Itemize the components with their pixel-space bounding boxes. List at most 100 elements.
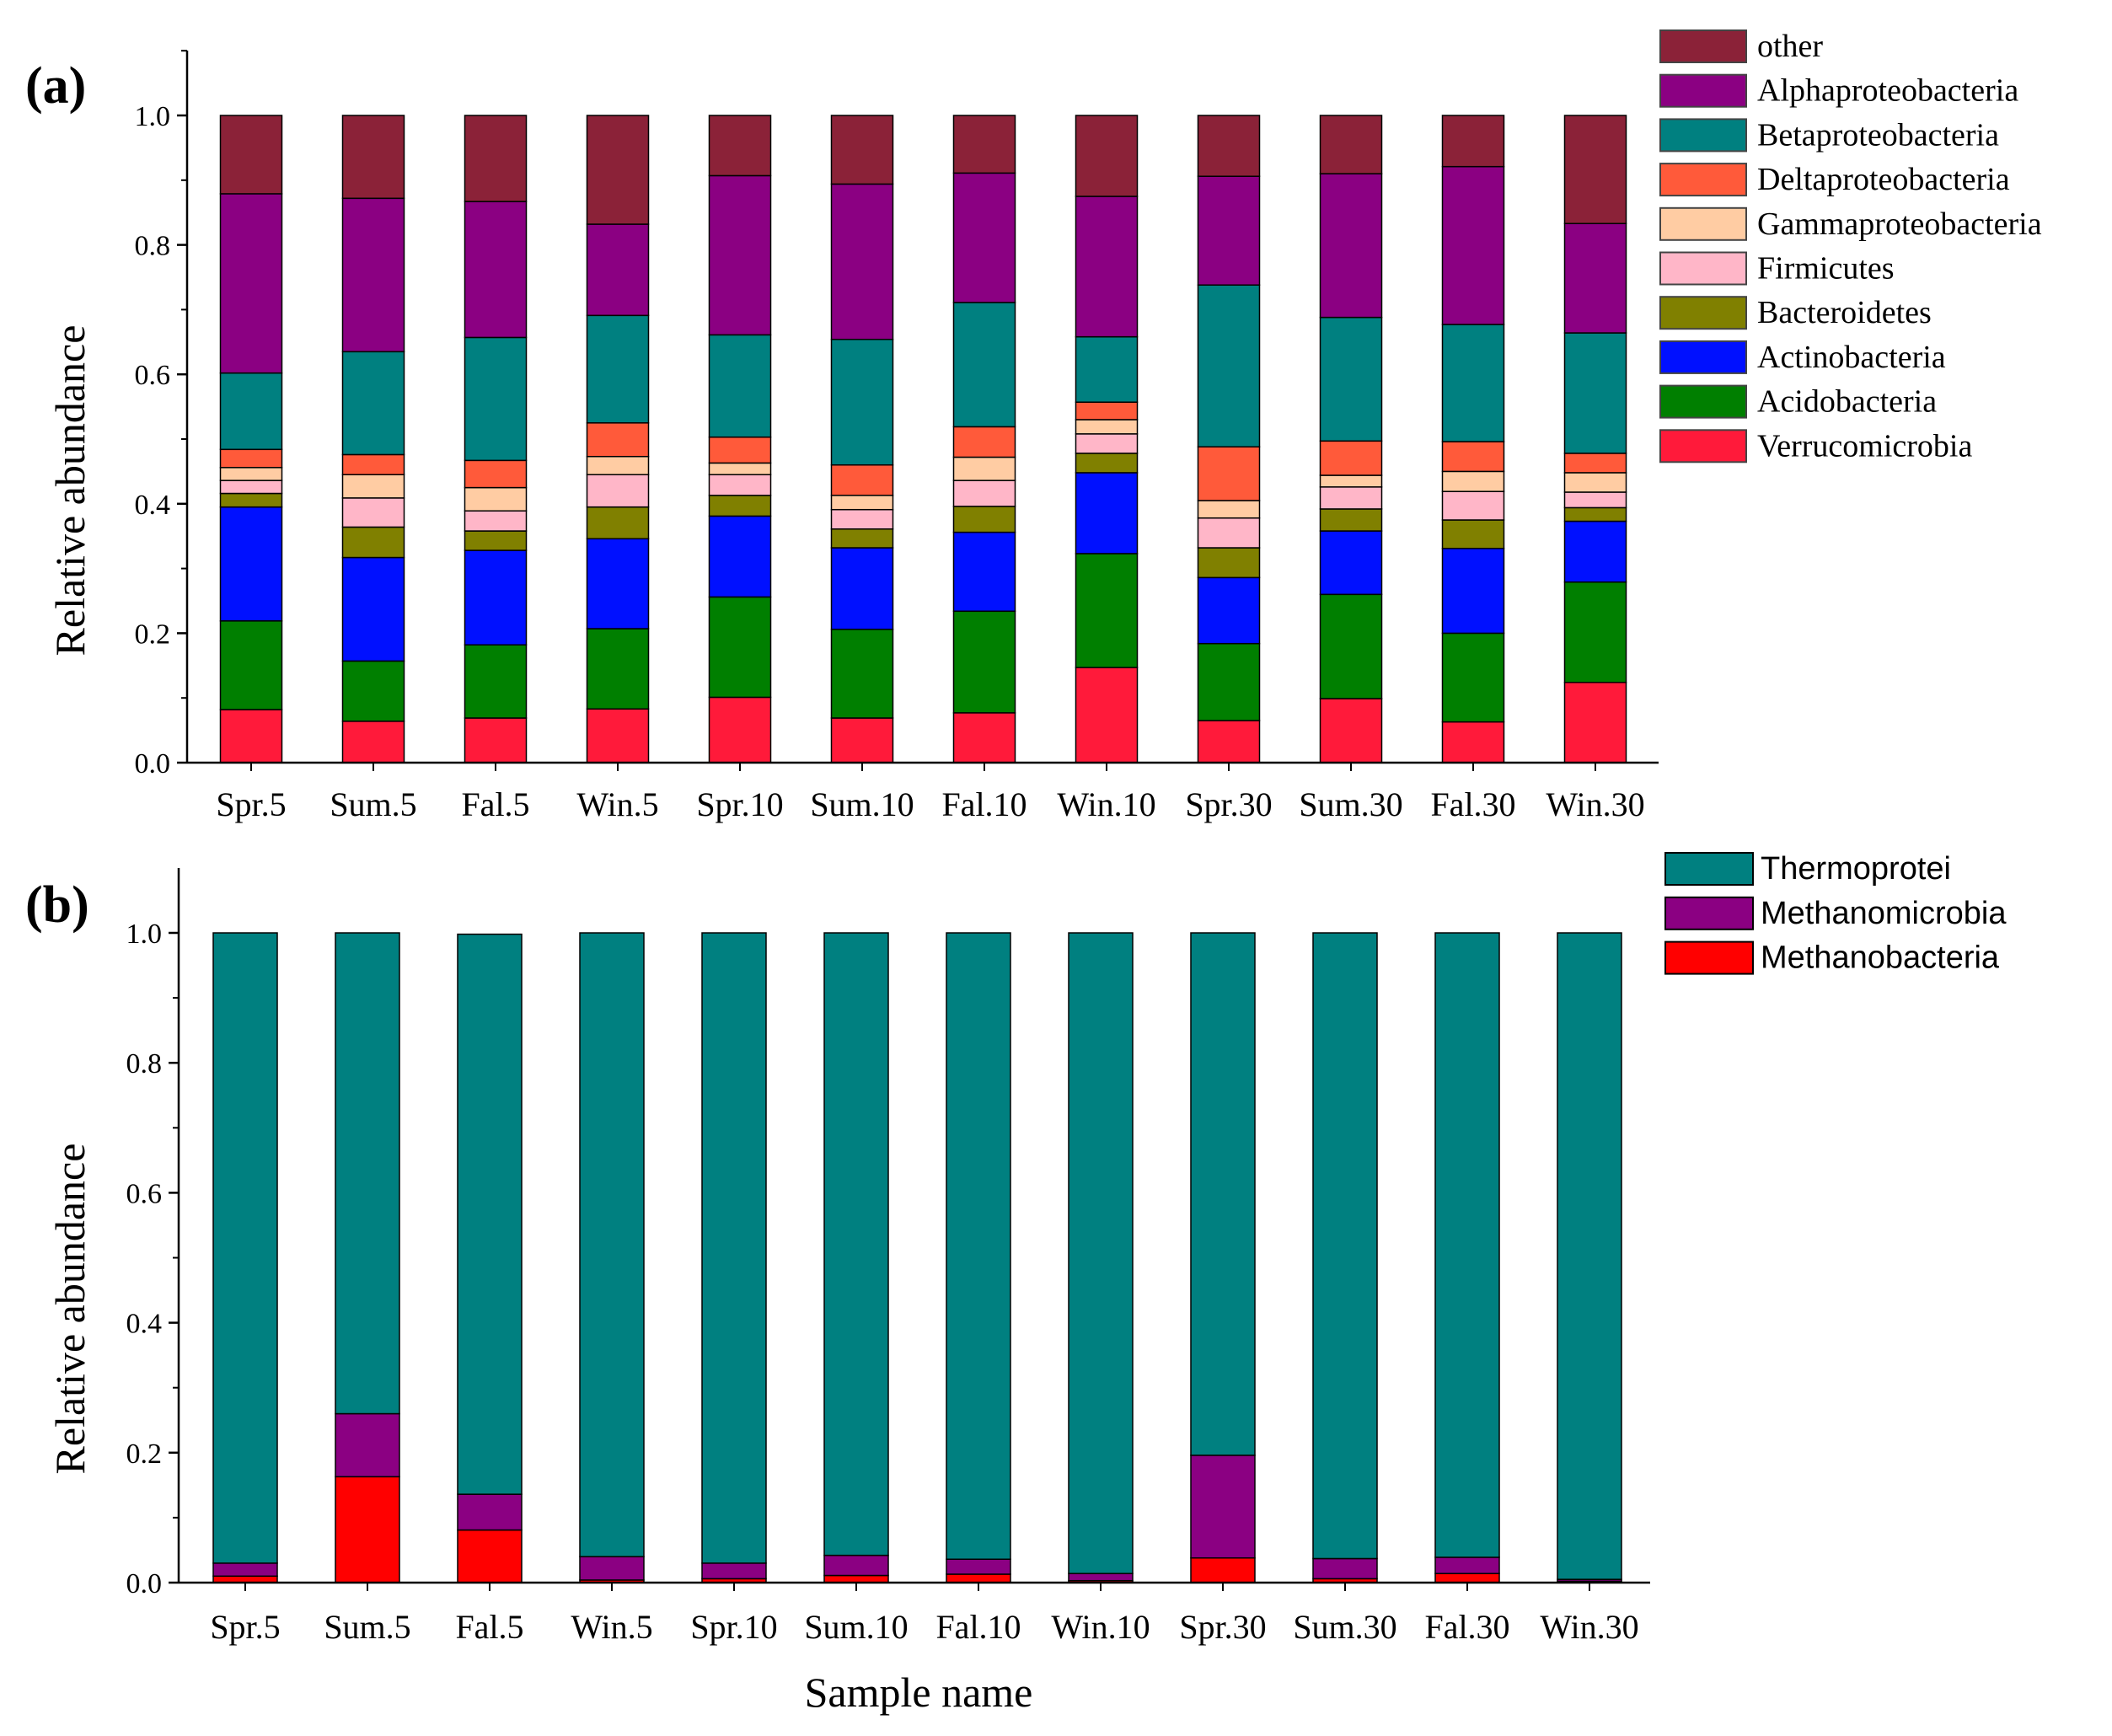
x-tick-label-b-10: Fal.30 [1424,1608,1509,1646]
bar-segment-a-3-4 [586,474,650,508]
bar-segment-a-5-2 [830,547,894,630]
bar-segment-b-2-1 [457,1493,523,1531]
legend-label-a-8: Acidobacteria [1757,384,1937,420]
bar-segment-a-6-1 [952,610,1016,714]
bar-segment-a-0-7 [219,372,283,451]
bar-segment-a-11-5 [1563,472,1627,493]
bar-segment-a-4-3 [708,495,772,517]
bar-segment-a-0-1 [219,620,283,710]
legend-label-a-1: Alphaproteobacteria [1757,73,2018,109]
legend-swatch-a-2 [1659,118,1747,153]
bar-segment-b-6-1 [946,1558,1011,1575]
x-tick-label-a-4: Spr.10 [696,785,783,823]
bar-segment-a-10-7 [1441,324,1505,442]
bar-segment-a-2-8 [464,201,528,339]
bar-segment-a-2-5 [464,486,528,512]
bar-segment-a-3-2 [586,538,650,630]
bar-segment-b-2-2 [457,933,523,1495]
bar-segment-a-3-5 [586,455,650,475]
bar-segment-a-6-6 [952,426,1016,458]
bar-segment-a-10-3 [1441,519,1505,549]
bar-segment-a-2-2 [464,549,528,646]
legend-swatch-a-0 [1659,29,1747,63]
bar-segment-a-4-4 [708,474,772,496]
bar-segment-a-9-2 [1319,530,1383,596]
y-tick-label-b-2: 0.4 [126,1309,163,1340]
bar-segment-a-11-3 [1563,506,1627,522]
bar-segment-a-3-8 [586,223,650,317]
bar-segment-a-0-4 [219,480,283,495]
y-tick-label-b-5: 1.0 [126,919,163,950]
bar-segment-b-8-2 [1190,932,1256,1456]
bar-segment-a-5-4 [830,508,894,530]
bar-segment-a-9-6 [1319,440,1383,476]
bar-segment-b-10-2 [1434,932,1500,1558]
legend-label-b-0: Thermoprotei [1761,851,1951,887]
bar-segment-a-5-7 [830,338,894,466]
bar-segment-a-11-1 [1563,581,1627,683]
bar-segment-a-3-1 [586,628,650,710]
bar-segment-a-11-0 [1563,682,1627,764]
y-tick-label-a-0: 0.0 [135,748,171,780]
bar-segment-a-9-8 [1319,173,1383,319]
bar-segment-b-1-0 [335,1476,400,1583]
bar-segment-b-10-0 [1434,1573,1500,1583]
legend-label-b-2: Methanobacteria [1761,940,2000,976]
bar-segment-a-4-9 [708,115,772,177]
y-tick-label-a-5: 1.0 [135,101,171,132]
bar-segment-a-0-9 [219,115,283,195]
bar-segment-a-8-5 [1197,500,1261,519]
bar-segment-a-10-2 [1441,548,1505,635]
x-tick-label-b-8: Spr.30 [1179,1608,1266,1646]
y-tick-label-a-1: 0.2 [135,619,171,650]
bar-segment-b-0-2 [212,932,278,1564]
bar-segment-a-6-8 [952,172,1016,303]
bar-segment-b-8-0 [1190,1557,1256,1583]
bar-segment-a-6-5 [952,456,1016,481]
bar-segment-a-0-8 [219,193,283,374]
bar-segment-a-9-7 [1319,316,1383,442]
bar-segment-a-6-7 [952,302,1016,428]
bar-segment-a-8-7 [1197,284,1261,447]
x-tick-label-b-2: Fal.5 [455,1608,523,1646]
bar-segment-a-1-0 [341,721,405,764]
bar-segment-a-7-2 [1075,472,1139,555]
y-tick-label-a-4: 0.8 [135,231,171,262]
bar-segment-a-0-2 [219,506,283,622]
legend-a: other Alphaproteobacteria Betaproteobacter… [1659,29,2042,463]
bar-segment-b-2-0 [457,1529,523,1583]
bar-segment-a-11-7 [1563,332,1627,454]
legend-label-a-7: Actinobacteria [1757,340,1946,375]
bar-segment-a-5-0 [830,717,894,764]
bar-segment-a-2-3 [464,530,528,551]
bar-segment-a-11-8 [1563,222,1627,334]
legend-swatch-a-3 [1659,163,1747,197]
legend-label-a-9: Verrucomicrobia [1757,428,1972,463]
bar-segment-a-10-1 [1441,632,1505,723]
bar-segment-a-0-5 [219,467,283,481]
legend-label-a-6: Bacteroidetes [1757,295,1932,330]
bar-segment-a-2-6 [464,459,528,489]
bar-segment-a-9-3 [1319,508,1383,532]
x-tick-label-a-8: Spr.30 [1185,785,1272,823]
x-tick-label-a-9: Sum.30 [1299,785,1402,823]
y-tick-label-b-4: 0.8 [126,1048,163,1080]
x-tick-label-a-6: Fal.10 [941,785,1027,823]
bar-segment-a-11-4 [1563,491,1627,509]
bar-segment-a-3-3 [586,506,650,540]
legend-label-a-0: other [1757,29,1823,64]
bar-segment-b-5-1 [823,1554,889,1577]
bar-segment-a-8-1 [1197,642,1261,721]
panel-label-a: (a) [25,57,86,115]
x-axis-title-b: Sample name [805,1669,1033,1716]
bar-segment-a-10-6 [1441,441,1505,473]
bar-segment-a-7-1 [1075,553,1139,668]
legend-swatch-a-6 [1659,296,1747,330]
bar-segment-a-5-8 [830,183,894,340]
bar-segment-a-3-0 [586,708,650,764]
bar-segment-a-1-1 [341,660,405,722]
x-tick-label-b-7: Win.10 [1051,1608,1150,1646]
x-tick-label-a-5: Sum.10 [810,785,914,823]
bar-segment-a-7-8 [1075,196,1139,338]
bar-segment-a-10-5 [1441,470,1505,492]
